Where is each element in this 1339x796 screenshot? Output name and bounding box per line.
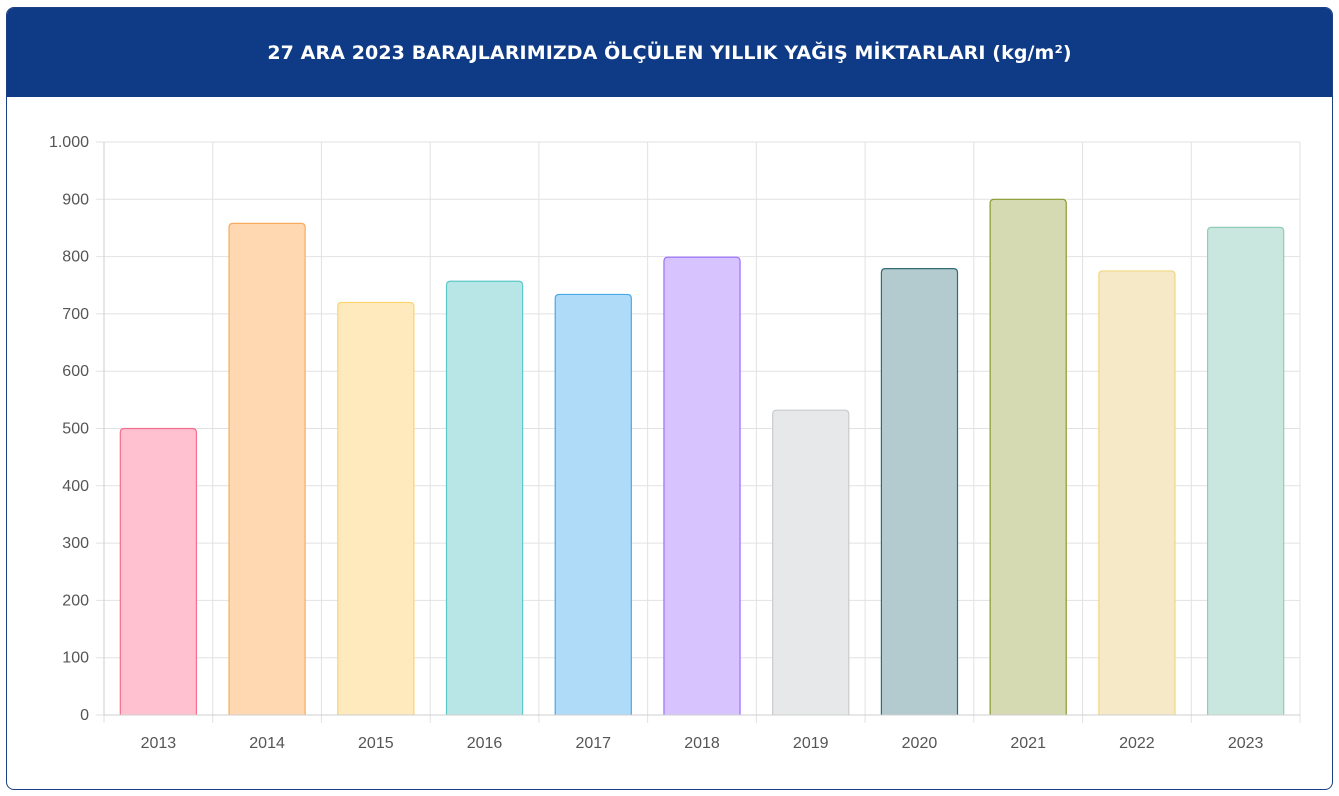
- bar-outline-2019: [772, 409, 850, 715]
- bar-outline-2023: [1206, 226, 1285, 715]
- bar-2021: [990, 199, 1067, 716]
- y-tick-label: 300: [62, 535, 89, 552]
- y-tick-label: 0: [80, 707, 89, 724]
- x-tick-label: 2014: [249, 735, 285, 752]
- bar-outline-2016: [445, 280, 524, 715]
- bar-2019: [772, 410, 849, 715]
- y-tick-label: 1.000: [49, 134, 89, 151]
- bar-outline-2017: [554, 293, 632, 715]
- bar-2015: [337, 302, 414, 715]
- bar-2018: [663, 257, 741, 715]
- bar-outline-2014: [228, 222, 306, 715]
- x-tick-label: 2021: [1010, 735, 1046, 752]
- x-tick-label: 2023: [1228, 735, 1264, 752]
- bar-outline-2020: [880, 268, 959, 715]
- x-tick-label: 2020: [902, 735, 938, 752]
- bar-2023: [1207, 227, 1284, 715]
- bar-outline-2015: [337, 301, 415, 715]
- bar-outline-2022: [1098, 270, 1176, 715]
- bar-outline-2018: [663, 256, 741, 715]
- x-tick-label: 2018: [684, 735, 720, 752]
- chart-header: 27 ARA 2023 BARAJLARIMIZDA ÖLÇÜLEN YILLI…: [7, 8, 1332, 97]
- y-tick-label: 800: [62, 249, 89, 266]
- bar-2013: [120, 428, 197, 715]
- bar-outline-2021: [989, 198, 1067, 715]
- bar-2020: [881, 268, 958, 715]
- x-tick-label: 2016: [467, 735, 503, 752]
- y-tick-label: 100: [62, 650, 89, 667]
- y-tick-label: 700: [62, 306, 89, 323]
- bar-2017: [555, 294, 632, 715]
- y-tick-label: 400: [62, 478, 89, 495]
- bar-2022: [1098, 270, 1175, 715]
- axis-layer: 0 100 200 300 400 500 600 700 800 900 1.000 2013 201…: [49, 134, 1300, 752]
- bars-layer: [119, 198, 1285, 716]
- x-tick-label: 2013: [141, 735, 177, 752]
- y-tick-label: 900: [62, 191, 89, 208]
- bar-outline-2013: [119, 427, 198, 715]
- chart-title: 27 ARA 2023 BARAJLARIMIZDA ÖLÇÜLEN YILLI…: [267, 41, 1072, 64]
- y-tick-label: 200: [62, 592, 89, 609]
- x-tick-label: 2019: [793, 735, 829, 752]
- x-tick-label: 2022: [1119, 735, 1155, 752]
- bar-2014: [229, 223, 306, 715]
- y-tick-label: 500: [62, 421, 89, 438]
- y-tick-label: 600: [62, 363, 89, 380]
- bar-2016: [446, 281, 523, 715]
- x-tick-label: 2015: [358, 735, 394, 752]
- x-tick-label: 2017: [575, 735, 611, 752]
